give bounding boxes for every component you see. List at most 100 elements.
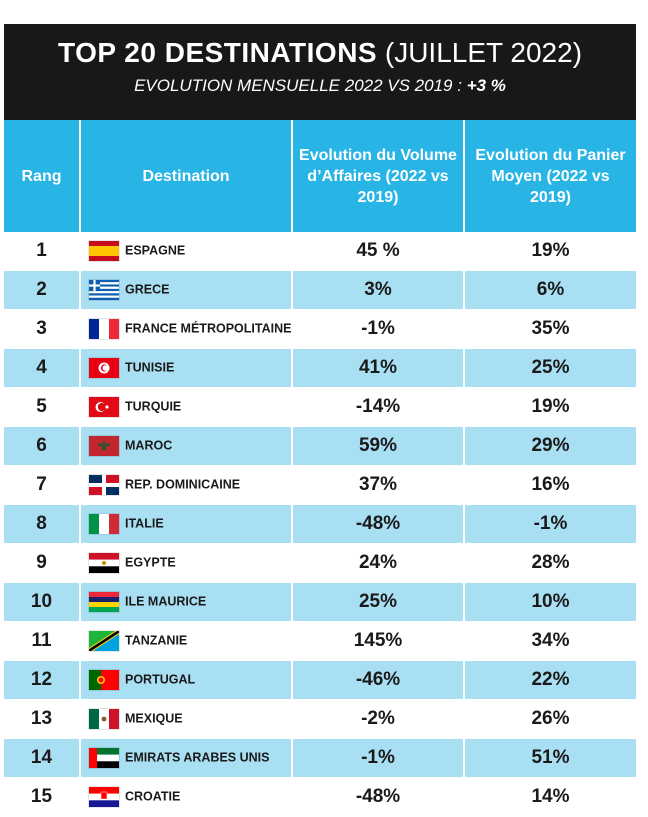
panier-cell: 29% — [464, 426, 636, 466]
volume-cell: 25% — [292, 582, 465, 622]
egypt-flag-icon — [89, 553, 119, 573]
col-header-destination: Destination — [80, 120, 293, 232]
page-title: TOP 20 DESTINATIONS (JUILLET 2022) — [4, 36, 636, 70]
rank-cell: 12 — [4, 660, 81, 700]
table-row: 10 ILE MAURICE 25% 10% — [4, 582, 636, 622]
destination-name: CROATIE — [125, 789, 181, 804]
portugal-flag-icon — [89, 670, 119, 690]
subtitle-label: EVOLUTION MENSUELLE 2022 VS 2019 : — [134, 76, 462, 95]
dominican-republic-flag-icon — [89, 475, 119, 495]
destination-cell: MAROC — [80, 426, 293, 466]
destination-name: TUNISIE — [125, 360, 175, 375]
rank-cell: 8 — [4, 504, 81, 544]
subtitle: EVOLUTION MENSUELLE 2022 VS 2019 : +3 % — [4, 76, 636, 96]
destination-name: ILE MAURICE — [125, 594, 207, 609]
destination-cell: TUNISIE — [80, 348, 293, 388]
volume-cell: 3% — [292, 270, 465, 310]
panier-cell: 34% — [464, 621, 636, 661]
volume-cell: -48% — [292, 504, 465, 544]
table-row: 2 GRECE 3% 6% — [4, 270, 636, 310]
table-row: 11 TANZANIE 145% 34% — [4, 621, 636, 661]
rank-cell: 7 — [4, 465, 81, 505]
rank-cell: 6 — [4, 426, 81, 466]
destination-name: TANZANIE — [125, 633, 188, 648]
tunisia-flag-icon — [89, 358, 119, 378]
croatia-flag-icon — [89, 787, 119, 807]
table-row: 13 MEXIQUE -2% 26% — [4, 699, 636, 739]
volume-cell: -46% — [292, 660, 465, 700]
panier-cell: 19% — [464, 387, 636, 427]
destinations-table: Rang Destination Evolution du Volume d’A… — [4, 120, 636, 817]
panier-cell: 10% — [464, 582, 636, 622]
destination-cell: GRECE — [80, 270, 293, 310]
title-banner: TOP 20 DESTINATIONS (JUILLET 2022) EVOLU… — [4, 24, 636, 120]
title-period: (JUILLET 2022) — [384, 37, 583, 68]
table-row: 5 TURQUIE -14% 19% — [4, 387, 636, 427]
destination-cell: EMIRATS ARABES UNIS — [80, 738, 293, 778]
volume-cell: 59% — [292, 426, 465, 466]
uae-flag-icon — [89, 748, 119, 768]
volume-cell: -1% — [292, 738, 465, 778]
panier-cell: 51% — [464, 738, 636, 778]
col-header-rank: Rang — [4, 120, 81, 232]
volume-cell: 45 % — [292, 232, 465, 271]
destination-cell: TANZANIE — [80, 621, 293, 661]
destination-name: TURQUIE — [125, 399, 182, 414]
table-row: 8 ITALIE -48% -1% — [4, 504, 636, 544]
morocco-flag-icon — [89, 436, 119, 456]
france-flag-icon — [89, 319, 119, 339]
destination-name: GRECE — [125, 282, 170, 297]
destination-name: PORTUGAL — [125, 672, 196, 687]
volume-cell: -48% — [292, 777, 465, 817]
mauritius-flag-icon — [89, 592, 119, 612]
turkey-flag-icon — [89, 397, 119, 417]
rank-cell: 4 — [4, 348, 81, 388]
destination-cell: TURQUIE — [80, 387, 293, 427]
destination-name: ESPAGNE — [125, 243, 186, 258]
table-row: 3 FRANCE MÉTROPOLITAINE -1% 35% — [4, 309, 636, 349]
greece-flag-icon — [89, 280, 119, 300]
destination-cell: ILE MAURICE — [80, 582, 293, 622]
rank-cell: 1 — [4, 232, 81, 271]
volume-cell: -14% — [292, 387, 465, 427]
col-header-panier: Evolution du Panier Moyen (2022 vs 2019) — [464, 120, 636, 232]
panier-cell: 14% — [464, 777, 636, 817]
rank-cell: 13 — [4, 699, 81, 739]
table-header-row: Rang Destination Evolution du Volume d’A… — [4, 120, 636, 232]
table-row: 6 MAROC 59% 29% — [4, 426, 636, 466]
panier-cell: 6% — [464, 270, 636, 310]
volume-cell: -1% — [292, 309, 465, 349]
panier-cell: 16% — [464, 465, 636, 505]
table-row: 7 REP. DOMINICAINE 37% 16% — [4, 465, 636, 505]
destination-name: FRANCE MÉTROPOLITAINE — [125, 321, 292, 336]
volume-cell: -2% — [292, 699, 465, 739]
destination-name: MAROC — [125, 438, 173, 453]
destination-name: MEXIQUE — [125, 711, 183, 726]
rank-cell: 9 — [4, 543, 81, 583]
mexico-flag-icon — [89, 709, 119, 729]
destination-cell: MEXIQUE — [80, 699, 293, 739]
destination-cell: EGYPTE — [80, 543, 293, 583]
subtitle-value: +3 % — [466, 76, 506, 95]
destination-name: EGYPTE — [125, 555, 176, 570]
rank-cell: 5 — [4, 387, 81, 427]
volume-cell: 24% — [292, 543, 465, 583]
rank-cell: 11 — [4, 621, 81, 661]
volume-cell: 41% — [292, 348, 465, 388]
table-row: 12 PORTUGAL -46% 22% — [4, 660, 636, 700]
destination-cell: REP. DOMINICAINE — [80, 465, 293, 505]
table-row: 9 EGYPTE 24% 28% — [4, 543, 636, 583]
panier-cell: 25% — [464, 348, 636, 388]
title-main: TOP 20 DESTINATIONS — [57, 37, 378, 68]
table-body: 1 ESPAGNE 45 % 19% 2 GRECE 3% 6% 3 FRANCE MÉTROPO… — [4, 232, 636, 817]
destination-name: ITALIE — [125, 516, 164, 531]
rank-cell: 10 — [4, 582, 81, 622]
destination-cell: PORTUGAL — [80, 660, 293, 700]
table-row: 14 EMIRATS ARABES UNIS -1% 51% — [4, 738, 636, 778]
spain-flag-icon — [89, 241, 119, 261]
italy-flag-icon — [89, 514, 119, 534]
destination-cell: ESPAGNE — [80, 232, 293, 271]
panier-cell: -1% — [464, 504, 636, 544]
volume-cell: 145% — [292, 621, 465, 661]
panier-cell: 28% — [464, 543, 636, 583]
